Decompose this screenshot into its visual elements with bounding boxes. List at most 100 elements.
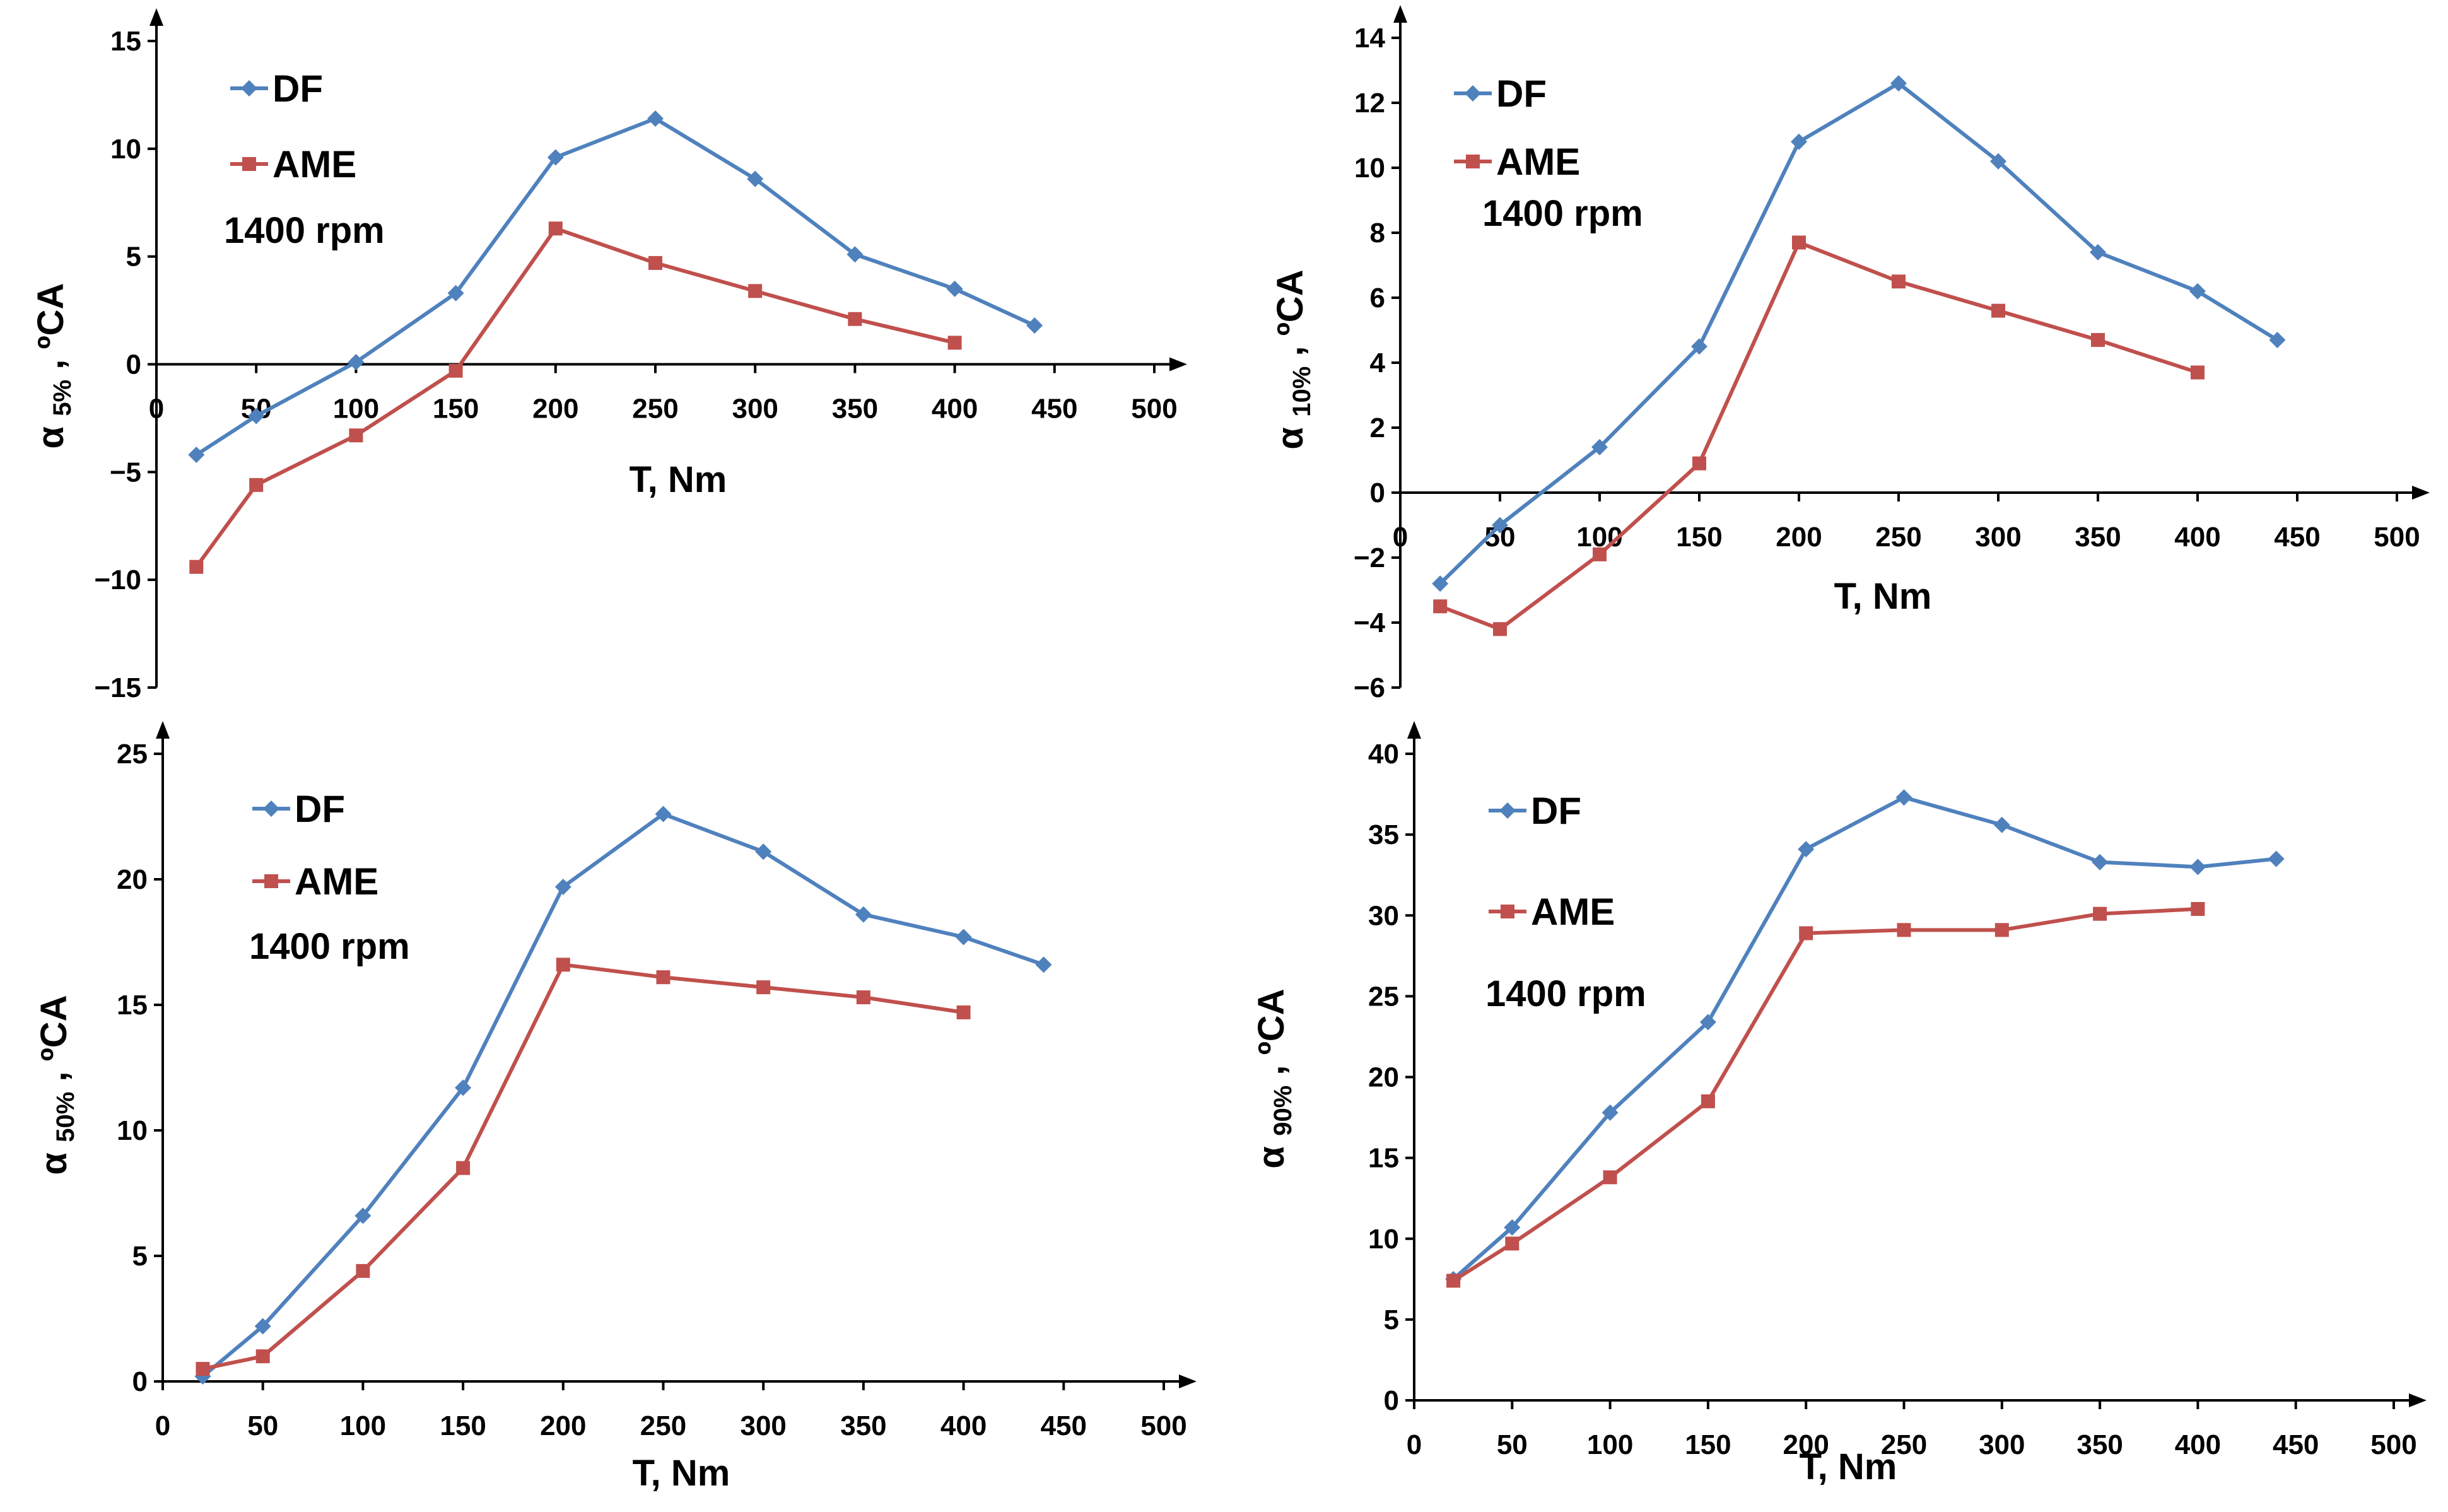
- x-tick-label: 250: [1881, 1429, 1927, 1460]
- legend-marker-ame: [242, 157, 256, 171]
- data-point-df: [354, 1207, 372, 1224]
- x-tick-label: 300: [732, 394, 778, 425]
- series-line-ame: [1452, 907, 2198, 1282]
- series-line-df: [201, 812, 1045, 1378]
- legend-marker-ame: [264, 874, 278, 888]
- series-line-ame: [1439, 240, 2198, 631]
- data-point-ame: [456, 1161, 471, 1175]
- data-point-df: [1432, 575, 1449, 592]
- series-line-ame: [202, 963, 964, 1371]
- data-point-ame: [2091, 332, 2105, 347]
- legend-marker-df: [1499, 802, 1516, 819]
- legend-label-df: DF: [1531, 790, 1581, 832]
- y-tick-label: 35: [1368, 819, 1399, 850]
- chart-panel-bottom-right: 0 5 10 15 20 25 30 35 40 0 50 100 150 200 250 300 350 400…: [1224, 719, 2448, 1512]
- data-point-ame: [189, 560, 204, 574]
- y-tick-label: 0: [1384, 1385, 1399, 1416]
- data-point-ame: [1799, 926, 1813, 941]
- data-point-ame: [1433, 599, 1448, 614]
- x-tick-label: 150: [1676, 522, 1722, 553]
- y-axis-arrow: [1407, 721, 1421, 739]
- x-axis-title: T, Nm: [1800, 1446, 1897, 1487]
- legend-label-ame: AME: [1531, 891, 1615, 933]
- y-axis-arrow: [149, 8, 163, 26]
- data-point-ame: [1493, 622, 1507, 636]
- data-point-ame: [2191, 365, 2205, 380]
- x-axis-title: T, Nm: [633, 1453, 730, 1494]
- data-point-df: [447, 284, 464, 302]
- legend-marker-df: [1465, 85, 1481, 102]
- x-tick-label: 450: [1031, 394, 1077, 425]
- data-point-ame: [748, 284, 763, 298]
- y-tick-label: −4: [1354, 607, 1386, 638]
- x-axis-arrow: [1179, 1374, 1197, 1388]
- data-point-df: [554, 878, 571, 895]
- data-point-df: [348, 354, 365, 371]
- data-point-ame: [856, 990, 870, 1005]
- x-tick-label: 200: [1783, 1429, 1829, 1460]
- data-point-df: [1890, 75, 1907, 92]
- y-tick-label: −5: [110, 457, 141, 488]
- y-tick-label: 5: [1384, 1304, 1399, 1335]
- data-point-df: [1026, 317, 1043, 334]
- x-tick-label: 50: [1497, 1429, 1528, 1460]
- x-tick-label: 300: [1975, 522, 2021, 553]
- y-tick-label: 5: [126, 242, 141, 273]
- legend-label-df: DF: [272, 67, 323, 110]
- data-point-ame: [2093, 906, 2107, 921]
- y-axis-title: α 5% , ºCA: [30, 283, 76, 449]
- data-point-df: [946, 280, 963, 297]
- x-tick-label: 400: [932, 394, 978, 425]
- data-point-df: [855, 906, 872, 923]
- y-tick-label: 0: [132, 1366, 148, 1397]
- data-point-df: [647, 110, 664, 127]
- y-axis-title: α 50% , ºCA: [33, 995, 79, 1175]
- data-point-ame: [196, 1362, 210, 1376]
- y-tick-label: −15: [94, 672, 141, 703]
- x-tick-label: 100: [333, 394, 379, 425]
- data-point-df: [2189, 283, 2206, 300]
- legend-marker-ame: [1466, 155, 1480, 168]
- x-axis-arrow: [2412, 486, 2430, 500]
- y-tick-label: 10: [117, 1115, 148, 1146]
- x-tick-label: 350: [2076, 1429, 2123, 1460]
- x-tick-label: 0: [1407, 1429, 1422, 1460]
- data-point-df: [2268, 850, 2285, 867]
- y-tick-label: 5: [132, 1241, 148, 1272]
- legend-label-ame: AME: [272, 143, 356, 185]
- x-tick-label: 100: [1576, 522, 1622, 553]
- y-tick-label: 25: [1368, 981, 1399, 1012]
- data-point-ame: [1593, 547, 1607, 561]
- data-point-ame: [548, 221, 563, 236]
- data-point-df: [1591, 438, 1608, 455]
- x-axis-arrow: [1169, 357, 1187, 372]
- data-point-df: [2090, 243, 2106, 261]
- x-tick-label: 200: [540, 1410, 586, 1441]
- y-tick-label: 8: [1370, 218, 1385, 249]
- x-tick-label: 300: [1979, 1429, 2025, 1460]
- data-point-ame: [956, 1005, 971, 1019]
- x-tick-label: 200: [1776, 522, 1822, 553]
- y-tick-label: 0: [1370, 478, 1385, 508]
- data-point-ame: [1505, 1236, 1520, 1251]
- chart-panel-top-left: −15−10−505101505010015020025030035040045…: [0, 0, 1224, 719]
- y-tick-label: 15: [1368, 1143, 1399, 1174]
- data-point-ame: [947, 336, 962, 350]
- chart-panel-top-right: −6 −4 −2 0 2 4 6 8 10 12 14 0 50 100 150 200 250 300 350 40…: [1224, 0, 2448, 719]
- data-point-ame: [1994, 923, 2009, 937]
- legend-label-ame: AME: [295, 860, 378, 903]
- x-tick-label: 0: [155, 1410, 170, 1441]
- x-tick-label: 250: [1875, 522, 1921, 553]
- data-point-df: [747, 170, 764, 187]
- legend-marker-df: [263, 800, 279, 817]
- chart-panel-bottom-left: 0 5 10 15 20 25 0 50 100 150 200 250 300 350 400 450 500…: [0, 719, 1224, 1512]
- y-tick-label: −2: [1354, 542, 1385, 573]
- x-tick-label: 150: [440, 1410, 486, 1441]
- x-tick-label: 450: [1041, 1410, 1087, 1441]
- data-point-df: [188, 447, 205, 463]
- data-point-df: [1602, 1104, 1619, 1121]
- legend-label-ame: AME: [1496, 141, 1580, 183]
- data-point-df: [1791, 133, 1807, 150]
- data-point-ame: [756, 980, 771, 995]
